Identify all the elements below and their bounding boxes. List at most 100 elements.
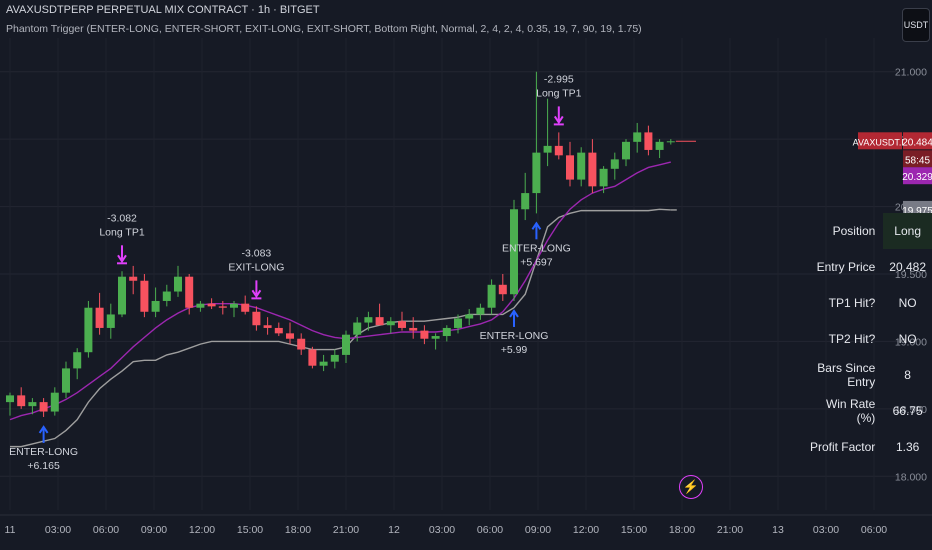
candle-body[interactable] bbox=[207, 303, 216, 307]
candle-body[interactable] bbox=[666, 141, 675, 143]
candle-body[interactable] bbox=[554, 145, 563, 156]
time-axis[interactable]: 11 03:00 06:00 09:00 12:00 15:00 18:00 21:00 12 0… bbox=[0, 514, 932, 536]
trailing-stop-line bbox=[10, 208, 677, 448]
arrow-head-icon bbox=[531, 221, 542, 230]
candle-body[interactable] bbox=[588, 152, 597, 187]
candle-body[interactable] bbox=[28, 402, 37, 407]
candle-body[interactable] bbox=[409, 327, 418, 331]
candle-body[interactable] bbox=[174, 276, 182, 292]
candle-body[interactable] bbox=[50, 392, 59, 412]
candle-body[interactable] bbox=[532, 152, 541, 194]
countdown-tag bbox=[903, 150, 932, 168]
annotation-label: Long TP1 bbox=[536, 87, 582, 99]
candle-body[interactable] bbox=[297, 338, 306, 350]
x-tick-label: 09:00 bbox=[525, 524, 551, 536]
candle-body[interactable] bbox=[633, 132, 642, 142]
candle-body[interactable] bbox=[185, 276, 194, 308]
candle-body[interactable] bbox=[353, 322, 362, 335]
stat-label: Bars Since Entry bbox=[817, 361, 876, 389]
indicator-legend[interactable]: Phantom Trigger (ENTER-LONG, ENTER-SHORT… bbox=[6, 23, 642, 35]
candle-body[interactable] bbox=[274, 327, 283, 334]
candle-body[interactable] bbox=[487, 284, 496, 308]
candle-body[interactable] bbox=[655, 141, 664, 150]
x-tick-label: 03:00 bbox=[429, 524, 455, 536]
candle-body[interactable] bbox=[577, 152, 586, 180]
symbol-title[interactable]: AVAXUSDTPERP PERPETUAL MIX CONTRACT · 1h… bbox=[6, 4, 320, 16]
y-tick-label: 21.000 bbox=[895, 67, 927, 79]
candle-body[interactable] bbox=[218, 306, 227, 308]
candle-body[interactable] bbox=[95, 307, 104, 328]
countdown-value: 58:45 bbox=[905, 155, 930, 166]
candle-body[interactable] bbox=[386, 321, 395, 326]
x-tick-label: 03:00 bbox=[813, 524, 839, 536]
stat-value: 1.36 bbox=[895, 440, 920, 454]
candle-body[interactable] bbox=[454, 318, 462, 328]
candle-body[interactable] bbox=[162, 291, 171, 301]
candle-body[interactable] bbox=[286, 333, 294, 339]
candle-body[interactable] bbox=[375, 317, 384, 326]
stat-value: 8 bbox=[904, 368, 911, 382]
stats-row-position: Position Long bbox=[800, 213, 932, 249]
candle-body[interactable] bbox=[465, 314, 474, 319]
currency-button[interactable]: USDT bbox=[902, 8, 930, 42]
candle-body[interactable] bbox=[308, 349, 317, 366]
x-tick-label: 09:00 bbox=[141, 524, 167, 536]
candle-body[interactable] bbox=[118, 276, 126, 315]
candle-body[interactable] bbox=[510, 209, 518, 295]
candle-body[interactable] bbox=[420, 330, 429, 339]
candle-body[interactable] bbox=[644, 132, 653, 150]
candle-body[interactable] bbox=[566, 155, 574, 180]
candle-body[interactable] bbox=[599, 168, 608, 187]
stat-label: Position bbox=[832, 224, 876, 238]
annotation-value: +6.165 bbox=[27, 460, 60, 472]
stats-row-profit-factor: Profit Factor 1.36 bbox=[800, 429, 932, 465]
y-tick-label: 19.500 bbox=[895, 269, 927, 281]
candle-body[interactable] bbox=[610, 159, 619, 169]
candle-body[interactable] bbox=[622, 141, 630, 160]
annotation-value: +5.697 bbox=[520, 256, 553, 268]
candle-body[interactable] bbox=[364, 317, 373, 323]
arrow-head-icon bbox=[509, 309, 519, 318]
candle-body[interactable] bbox=[62, 368, 70, 393]
stats-row-entry-price: Entry Price 20.482 bbox=[800, 249, 932, 285]
candle-body[interactable] bbox=[442, 327, 451, 337]
candle-body[interactable] bbox=[129, 276, 138, 281]
candle-body[interactable] bbox=[319, 361, 328, 366]
signal-annotations: ENTER-LONG +6.165 -3.082 Long TP1 -3.083 EXIT… bbox=[9, 73, 581, 472]
x-tick-label: 15:00 bbox=[237, 524, 263, 536]
price-tags: AVAXUSDT.P20.484 58:45 20.329 19.975 bbox=[853, 132, 932, 218]
x-tick-label: 13 bbox=[772, 524, 784, 536]
candle-body[interactable] bbox=[342, 334, 350, 355]
candle-body[interactable] bbox=[17, 395, 26, 407]
candle-body[interactable] bbox=[196, 303, 205, 308]
candle-body[interactable] bbox=[230, 303, 238, 308]
stat-value: 66.75 bbox=[892, 404, 923, 418]
candle-body[interactable] bbox=[431, 336, 440, 339]
y-tick-label: 18.500 bbox=[895, 404, 927, 416]
candle-body[interactable] bbox=[252, 311, 261, 326]
candle-body[interactable] bbox=[241, 303, 250, 312]
candle-body[interactable] bbox=[73, 352, 82, 369]
x-tick-label: 18:00 bbox=[669, 524, 695, 536]
candle-body[interactable] bbox=[498, 284, 507, 295]
candle-body[interactable] bbox=[140, 280, 149, 312]
candle-body[interactable] bbox=[263, 325, 272, 328]
candle-body[interactable] bbox=[39, 402, 48, 412]
candle-body[interactable] bbox=[521, 193, 530, 210]
candle-body[interactable] bbox=[6, 395, 14, 403]
candle-body[interactable] bbox=[398, 321, 406, 328]
stats-row-tp2: TP2 Hit? NO bbox=[800, 321, 932, 357]
candle-body[interactable] bbox=[84, 307, 93, 353]
candle-body[interactable] bbox=[543, 145, 552, 153]
stat-label: Win Rate (%) bbox=[825, 397, 876, 425]
candles[interactable] bbox=[6, 71, 696, 417]
arrow-head-icon bbox=[117, 254, 127, 264]
price-tag-value: 20.484 bbox=[902, 137, 932, 148]
candle-body[interactable] bbox=[106, 314, 115, 328]
candle-body[interactable] bbox=[151, 300, 160, 312]
ma-tag bbox=[903, 167, 932, 185]
lightning-icon[interactable]: ⚡ bbox=[679, 475, 703, 499]
candle-body[interactable] bbox=[476, 307, 485, 315]
candle-body[interactable] bbox=[330, 354, 339, 362]
